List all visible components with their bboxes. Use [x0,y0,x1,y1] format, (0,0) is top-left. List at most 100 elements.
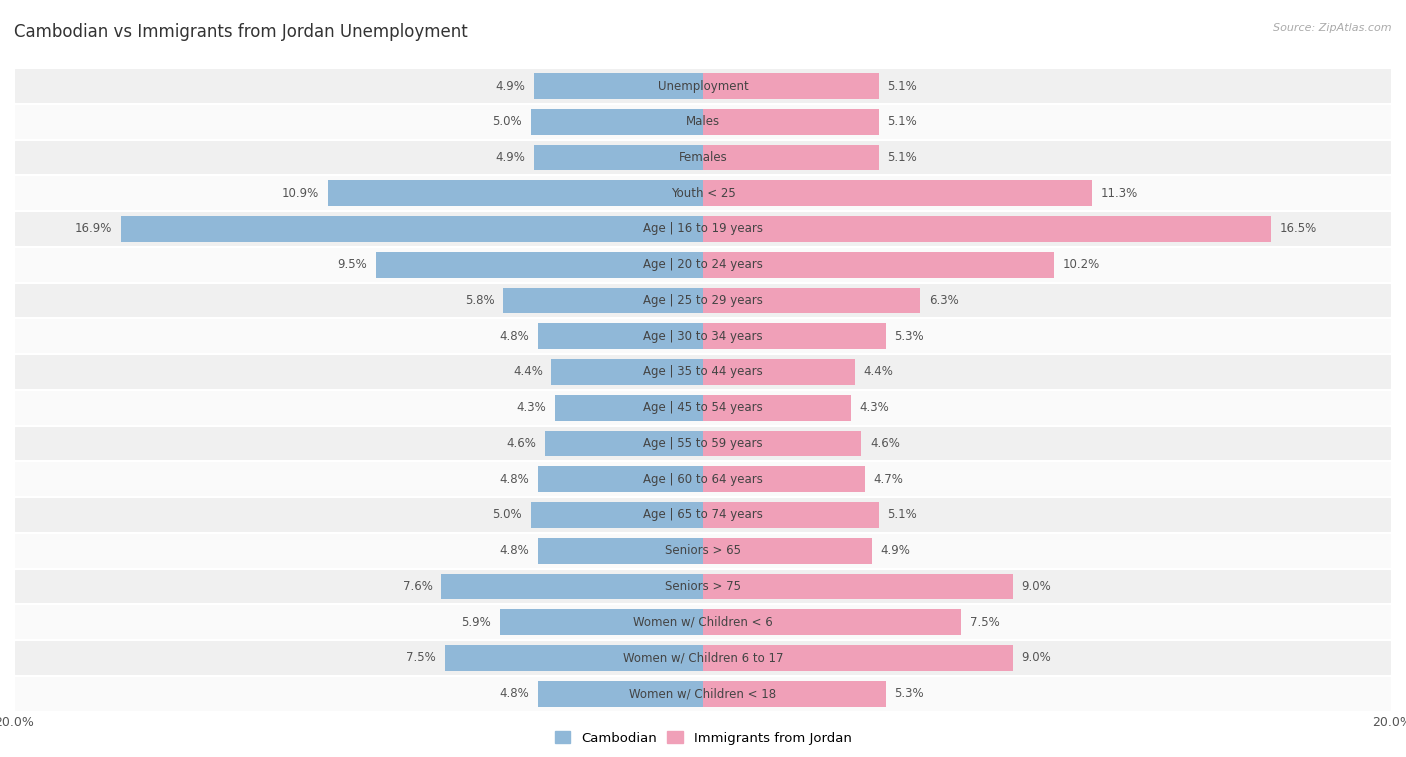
Bar [551,359,703,385]
Bar [14,176,1392,211]
Bar [14,247,1392,282]
Text: 4.9%: 4.9% [880,544,910,557]
Bar [14,104,1392,139]
Bar [537,681,703,706]
Bar [703,681,886,706]
Bar [14,676,1392,712]
Text: Age | 45 to 54 years: Age | 45 to 54 years [643,401,763,414]
Bar [703,180,1092,206]
Text: Seniors > 75: Seniors > 75 [665,580,741,593]
Text: 9.0%: 9.0% [1022,652,1052,665]
Text: Age | 16 to 19 years: Age | 16 to 19 years [643,223,763,235]
Text: Women w/ Children 6 to 17: Women w/ Children 6 to 17 [623,652,783,665]
Bar [14,425,1392,461]
Text: 6.3%: 6.3% [928,294,959,307]
Bar [14,282,1392,319]
Bar [703,109,879,135]
Bar [555,395,703,421]
Text: 5.0%: 5.0% [492,115,522,128]
Bar [14,354,1392,390]
Bar [14,139,1392,176]
Text: 9.5%: 9.5% [337,258,367,271]
Bar [537,466,703,492]
Bar [703,574,1012,600]
Bar [14,604,1392,640]
Text: 5.0%: 5.0% [492,509,522,522]
Text: Age | 20 to 24 years: Age | 20 to 24 years [643,258,763,271]
Bar [703,395,851,421]
Bar [703,252,1054,278]
Bar [14,640,1392,676]
Text: 7.5%: 7.5% [970,615,1000,629]
Text: 4.6%: 4.6% [506,437,536,450]
Bar [703,645,1012,671]
Bar [375,252,703,278]
Bar [703,73,879,99]
Bar [534,73,703,99]
Text: 7.6%: 7.6% [402,580,433,593]
Text: 11.3%: 11.3% [1101,187,1137,200]
Text: Unemployment: Unemployment [658,79,748,92]
Text: 4.8%: 4.8% [499,544,529,557]
Text: Females: Females [679,151,727,164]
Bar [14,461,1392,497]
Text: 4.8%: 4.8% [499,687,529,700]
Bar [703,502,879,528]
Text: 5.3%: 5.3% [894,687,924,700]
Bar [703,609,962,635]
Text: 5.1%: 5.1% [887,115,917,128]
Text: Youth < 25: Youth < 25 [671,187,735,200]
Text: 4.3%: 4.3% [516,401,547,414]
Bar [703,431,862,456]
Text: 4.6%: 4.6% [870,437,900,450]
Text: 4.9%: 4.9% [496,151,526,164]
Bar [534,145,703,170]
Text: Cambodian vs Immigrants from Jordan Unemployment: Cambodian vs Immigrants from Jordan Unem… [14,23,468,41]
Text: Women w/ Children < 6: Women w/ Children < 6 [633,615,773,629]
Text: Age | 60 to 64 years: Age | 60 to 64 years [643,472,763,486]
Text: 5.9%: 5.9% [461,615,491,629]
Text: Age | 55 to 59 years: Age | 55 to 59 years [643,437,763,450]
Text: Males: Males [686,115,720,128]
Text: 4.8%: 4.8% [499,472,529,486]
Text: 4.3%: 4.3% [859,401,890,414]
Text: Women w/ Children < 18: Women w/ Children < 18 [630,687,776,700]
Bar [14,569,1392,604]
Text: Age | 65 to 74 years: Age | 65 to 74 years [643,509,763,522]
Text: 5.8%: 5.8% [465,294,495,307]
Bar [703,466,865,492]
Text: Age | 35 to 44 years: Age | 35 to 44 years [643,366,763,378]
Legend: Cambodian, Immigrants from Jordan: Cambodian, Immigrants from Jordan [550,726,856,750]
Text: 7.5%: 7.5% [406,652,436,665]
Bar [14,533,1392,569]
Bar [503,288,703,313]
Text: 5.1%: 5.1% [887,151,917,164]
Bar [703,538,872,563]
Text: 4.4%: 4.4% [513,366,543,378]
Text: 4.4%: 4.4% [863,366,893,378]
Text: 4.8%: 4.8% [499,330,529,343]
Text: 4.7%: 4.7% [873,472,904,486]
Bar [499,609,703,635]
Bar [703,145,879,170]
Text: Age | 25 to 29 years: Age | 25 to 29 years [643,294,763,307]
Bar [531,502,703,528]
Bar [14,390,1392,425]
Text: 9.0%: 9.0% [1022,580,1052,593]
Bar [544,431,703,456]
Bar [14,211,1392,247]
Bar [703,288,920,313]
Text: 5.1%: 5.1% [887,509,917,522]
Bar [14,68,1392,104]
Text: 16.5%: 16.5% [1279,223,1317,235]
Text: Age | 30 to 34 years: Age | 30 to 34 years [643,330,763,343]
Text: Seniors > 65: Seniors > 65 [665,544,741,557]
Bar [703,217,1271,242]
Bar [537,323,703,349]
Bar [441,574,703,600]
Bar [703,323,886,349]
Text: 16.9%: 16.9% [75,223,112,235]
Text: Source: ZipAtlas.com: Source: ZipAtlas.com [1274,23,1392,33]
Text: 4.9%: 4.9% [496,79,526,92]
Text: 5.1%: 5.1% [887,79,917,92]
